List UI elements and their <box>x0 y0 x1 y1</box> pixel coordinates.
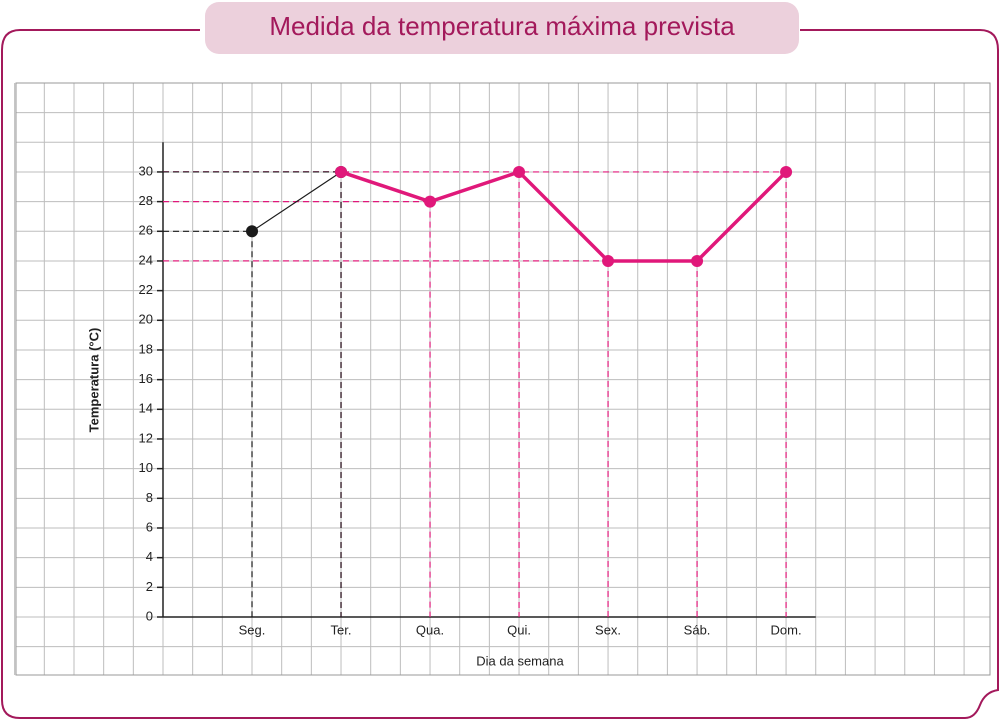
y-tick-label: 8 <box>146 490 153 505</box>
y-tick-label: 6 <box>146 519 153 534</box>
y-tick-label: 14 <box>139 401 153 416</box>
y-tick-label: 24 <box>139 252 153 267</box>
x-tick-label: Sáb. <box>684 622 711 637</box>
y-tick-label: 16 <box>139 371 153 386</box>
paper-border <box>15 82 991 676</box>
graph-paper <box>14 82 991 676</box>
data-point <box>335 165 348 178</box>
y-axis-label: Temperatura (°C) <box>86 328 101 433</box>
x-axis-label: Dia da semana <box>476 653 564 668</box>
y-tick-label: 0 <box>146 608 153 623</box>
data-point <box>513 165 526 178</box>
data-point <box>246 225 259 238</box>
x-tick-label: Ter. <box>331 622 352 637</box>
x-tick-label: Seg. <box>239 622 266 637</box>
data-line <box>251 171 342 232</box>
y-tick-label: 26 <box>139 223 153 238</box>
chart-title: Medida da temperatura máxima prevista <box>269 11 735 41</box>
y-tick-label: 30 <box>139 163 153 178</box>
x-tick-label: Dom. <box>771 622 802 637</box>
data-point <box>602 254 615 267</box>
y-tick-label: 12 <box>139 430 153 445</box>
data-point <box>780 165 793 178</box>
x-tick-label: Qui. <box>507 622 531 637</box>
y-tick-label: 2 <box>146 579 153 594</box>
y-tick-label: 28 <box>139 193 153 208</box>
x-tick-label: Qua. <box>416 622 444 637</box>
y-tick-label: 10 <box>139 460 153 475</box>
frame <box>1 29 999 719</box>
y-tick-label: 18 <box>139 341 153 356</box>
title-box <box>205 2 799 54</box>
data-point <box>424 195 437 208</box>
x-tick-label: Sex. <box>595 622 621 637</box>
y-tick-label: 20 <box>139 312 153 327</box>
data-line <box>340 169 788 263</box>
data-point <box>691 254 704 267</box>
y-tick-label: 22 <box>139 282 153 297</box>
y-tick-label: 4 <box>146 549 153 564</box>
